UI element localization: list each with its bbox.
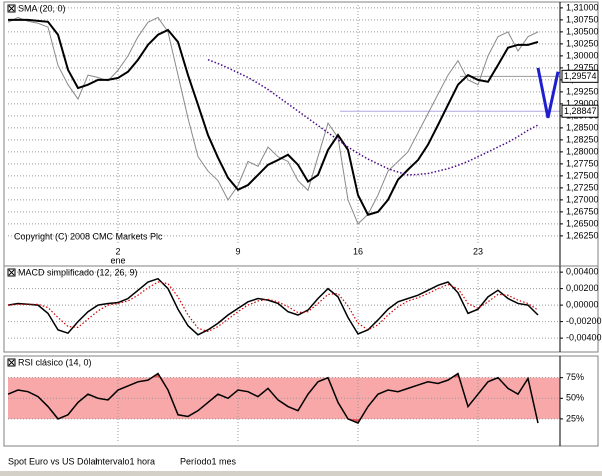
panel-frame [3, 1, 599, 267]
y-tick-label: 1,27500 [566, 170, 599, 180]
y-tick-label: 0,00200 [566, 283, 599, 293]
panel-title: SMA (20, 0) [18, 3, 66, 13]
y-tick-label: 0,00400 [566, 266, 599, 276]
level-box [561, 104, 599, 118]
y-tick-label: 1,27250 [566, 182, 599, 192]
panel-title: MACD simplificado (12, 26, 9) [18, 267, 138, 277]
y-tick-label: 0,00000 [566, 299, 599, 309]
level-label: 1,29574 [564, 71, 597, 81]
status-text: Spot Euro vs US Dólar [8, 456, 99, 466]
y-tick-label: -0,00200 [566, 316, 602, 326]
y-tick-label: 1,30000 [566, 50, 599, 60]
y-tick-label: 1,26500 [566, 218, 599, 228]
y-tick-label: 1,30750 [566, 14, 599, 24]
level-box [561, 69, 599, 83]
series-line [7, 16, 539, 225]
y-tick-label: 1,30500 [566, 26, 599, 36]
series-line [8, 18, 539, 216]
y-tick-label: 25% [566, 413, 584, 423]
series-line [7, 281, 539, 333]
y-tick-label: 1,28500 [566, 122, 599, 132]
plot [7, 5, 560, 245]
y-tick-label: 1,28250 [566, 134, 599, 144]
status-text: Intervalo1 hora [95, 456, 155, 466]
plot [7, 362, 560, 442]
y-tick-label: 1,30250 [566, 38, 599, 48]
x-tick-label: 9 [235, 246, 240, 256]
y-tick-label: 1,29250 [566, 86, 599, 96]
series-line [7, 277, 539, 336]
y-tick-label: 1,26750 [566, 206, 599, 216]
level-label: 1,28847 [564, 106, 597, 116]
checkbox-mark [8, 5, 15, 12]
checkbox-mark [8, 359, 15, 366]
status-text: Período1 mes [180, 456, 237, 466]
series-line [536, 67, 560, 119]
y-tick-label: 1,28000 [566, 146, 599, 156]
y-tick-label: 75% [566, 372, 584, 382]
y-tick-label: 1,27000 [566, 194, 599, 204]
panel-frame [3, 265, 599, 353]
y-tick-label: 50% [566, 393, 584, 403]
x-tick-label: 16 [353, 246, 363, 256]
y-tick-label: 1,29000 [566, 98, 599, 108]
y-tick-label: 1,26250 [566, 230, 599, 240]
series-line [7, 372, 539, 424]
x-tick-label: 2 [115, 246, 120, 256]
y-tick-label: -0,00400 [566, 332, 602, 342]
y-tick-label: 1,29750 [566, 62, 599, 72]
y-tick-label: 1,31000 [566, 2, 599, 12]
copyright: Copyright (C) 2008 CMC Markets Plc [14, 231, 163, 241]
x-tick-label: 23 [473, 246, 483, 256]
y-tick-label: 1,27750 [566, 158, 599, 168]
panel-title: RSI clásico (14, 0) [18, 357, 92, 367]
checkbox-mark [8, 269, 15, 276]
plot [7, 268, 560, 348]
month-label: ene [110, 255, 125, 265]
